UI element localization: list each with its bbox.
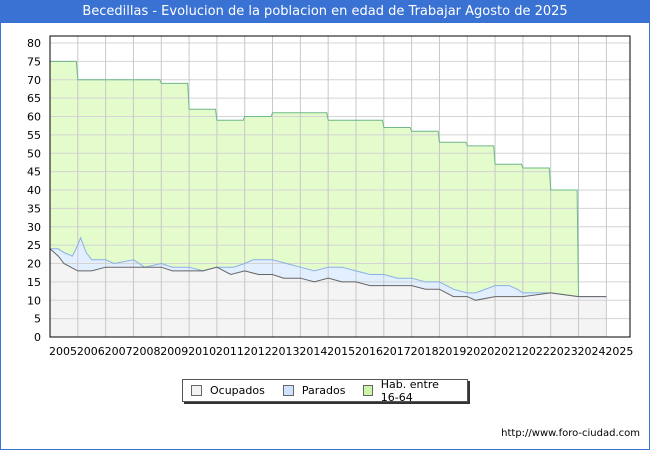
svg-text:20: 20 <box>27 258 41 271</box>
svg-text:35: 35 <box>27 202 41 215</box>
ocupados-swatch-icon <box>191 385 202 396</box>
svg-text:0: 0 <box>34 331 41 344</box>
svg-text:75: 75 <box>27 55 41 68</box>
svg-text:30: 30 <box>27 221 41 234</box>
svg-text:40: 40 <box>27 184 41 197</box>
svg-text:80: 80 <box>27 37 41 50</box>
svg-text:2010: 2010 <box>188 345 216 358</box>
legend-label: Parados <box>301 384 346 397</box>
svg-text:2024: 2024 <box>578 345 606 358</box>
svg-text:2008: 2008 <box>132 345 160 358</box>
svg-text:45: 45 <box>27 166 41 179</box>
svg-text:2023: 2023 <box>550 345 578 358</box>
svg-text:2005: 2005 <box>49 345 77 358</box>
svg-text:2006: 2006 <box>77 345 105 358</box>
chart-legend: Ocupados Parados Hab. entre 16-64 <box>182 378 468 404</box>
svg-text:60: 60 <box>27 111 41 124</box>
parados-swatch-icon <box>282 385 294 396</box>
chart-title: Becedillas - Evolucion de la poblacion e… <box>0 0 650 23</box>
source-url: http://www.foro-ciudad.com <box>501 428 640 439</box>
svg-text:2015: 2015 <box>327 345 355 358</box>
svg-text:2021: 2021 <box>494 345 522 358</box>
svg-text:2018: 2018 <box>411 345 439 358</box>
svg-text:2009: 2009 <box>160 345 188 358</box>
svg-text:2011: 2011 <box>216 345 244 358</box>
svg-text:2022: 2022 <box>522 345 550 358</box>
legend-label: Ocupados <box>210 384 265 397</box>
legend-item-hab: Hab. entre 16-64 <box>363 378 457 404</box>
legend-label: Hab. entre 16-64 <box>380 377 439 404</box>
svg-text:10: 10 <box>27 294 41 307</box>
svg-text:2017: 2017 <box>383 345 411 358</box>
svg-text:2025: 2025 <box>605 345 633 358</box>
svg-text:2013: 2013 <box>272 345 300 358</box>
svg-text:65: 65 <box>27 92 41 105</box>
legend-item-parados: Parados <box>282 384 346 397</box>
svg-text:55: 55 <box>27 129 41 142</box>
svg-text:5: 5 <box>34 313 41 326</box>
svg-text:2014: 2014 <box>299 345 327 358</box>
svg-text:2012: 2012 <box>244 345 272 358</box>
svg-text:2016: 2016 <box>355 345 383 358</box>
svg-text:2019: 2019 <box>438 345 466 358</box>
legend-item-ocupados: Ocupados <box>191 384 265 397</box>
svg-text:70: 70 <box>27 74 41 87</box>
svg-text:2020: 2020 <box>466 345 494 358</box>
svg-text:2007: 2007 <box>105 345 133 358</box>
svg-text:15: 15 <box>27 276 41 289</box>
svg-text:25: 25 <box>27 239 41 252</box>
svg-text:50: 50 <box>27 147 41 160</box>
hab-swatch-icon <box>363 385 373 396</box>
